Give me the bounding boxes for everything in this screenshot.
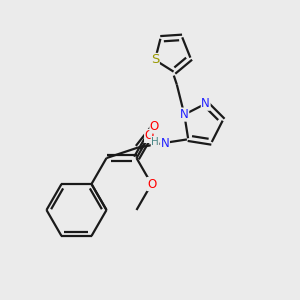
Text: S: S (151, 53, 159, 67)
Text: O: O (150, 120, 159, 133)
Text: O: O (147, 178, 156, 190)
Text: N: N (160, 136, 169, 149)
Text: H: H (151, 136, 159, 146)
Text: N: N (201, 97, 210, 110)
Text: N: N (180, 108, 189, 121)
Text: O: O (145, 130, 154, 142)
